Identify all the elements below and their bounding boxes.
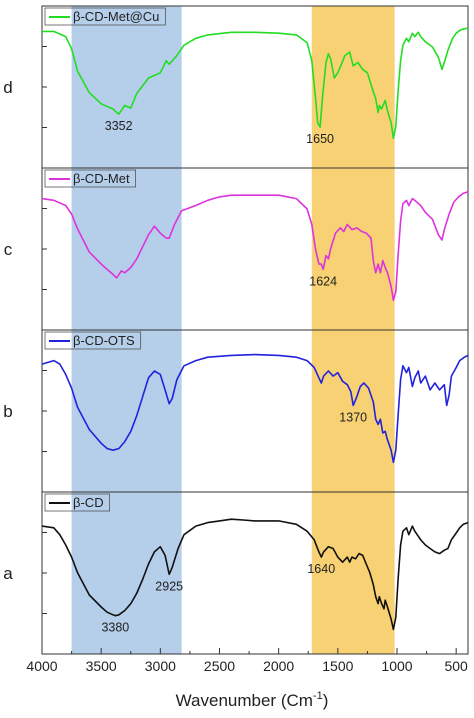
panel-b: β-CD-OTS b 1370 [3, 329, 469, 493]
x-tick-label: 4000 [26, 658, 57, 674]
legend-box-b [44, 331, 142, 350]
x-tick-label: 2500 [204, 658, 235, 674]
x-axis-label-superscript: -1 [313, 690, 323, 702]
panel-label-a: a [3, 564, 13, 583]
legend-label-b: β-CD-OTS [73, 333, 135, 348]
legend-label-a: β-CD [73, 495, 104, 510]
x-axis-label-main: Wavenumber (Cm [176, 691, 313, 710]
legend-label-d: β-CD-Met@Cu [73, 9, 159, 24]
x-tick-label: 1000 [381, 658, 412, 674]
spectrum-line-d [42, 27, 469, 140]
legend-a: β-CD [44, 493, 110, 512]
x-axis-label: Wavenumber (Cm-1) [176, 690, 329, 710]
panel-label-b: b [3, 402, 12, 421]
peak-label: 3352 [105, 119, 133, 133]
spectrum-line-a [41, 518, 469, 631]
spectrum-line-c [41, 190, 469, 302]
panel-a: β-CD a 3380 2925 1640 [3, 491, 469, 655]
panel-label-d: d [3, 78, 12, 97]
x-tick-label: 1500 [322, 658, 353, 674]
x-tick-label: 500 [444, 658, 468, 674]
peak-label: 1650 [306, 132, 334, 146]
legend-b: β-CD-OTS [44, 331, 142, 350]
peak-label: 2925 [155, 579, 183, 593]
spectrum-line-b [41, 353, 469, 464]
peak-label: 1624 [309, 274, 337, 288]
legend-box-d [44, 7, 166, 26]
legend-box-a [44, 493, 110, 512]
legend-box-c [44, 169, 136, 188]
legend-c: β-CD-Met [44, 169, 136, 188]
peak-label: 1640 [307, 562, 335, 576]
panel-label-c: c [4, 240, 13, 259]
spectra-panels: β-CD-Met@Cu d 3352 1650 β-CD-Met c 1624 β-CD-OT… [3, 5, 469, 655]
peak-label: 3380 [101, 621, 129, 635]
legend-d: β-CD-Met@Cu [44, 7, 166, 26]
x-axis: 4000 3500 3000 2500 2000 1500 1000 500 [26, 648, 468, 674]
x-tick-label: 2000 [263, 658, 294, 674]
peak-label: 1370 [339, 410, 367, 424]
x-tick-label: 3500 [86, 658, 117, 674]
panel-d: β-CD-Met@Cu d 3352 1650 [3, 5, 469, 169]
legend-label-c: β-CD-Met [73, 171, 130, 186]
x-tick-label: 3000 [145, 658, 176, 674]
x-axis-label-close: ) [323, 691, 329, 710]
